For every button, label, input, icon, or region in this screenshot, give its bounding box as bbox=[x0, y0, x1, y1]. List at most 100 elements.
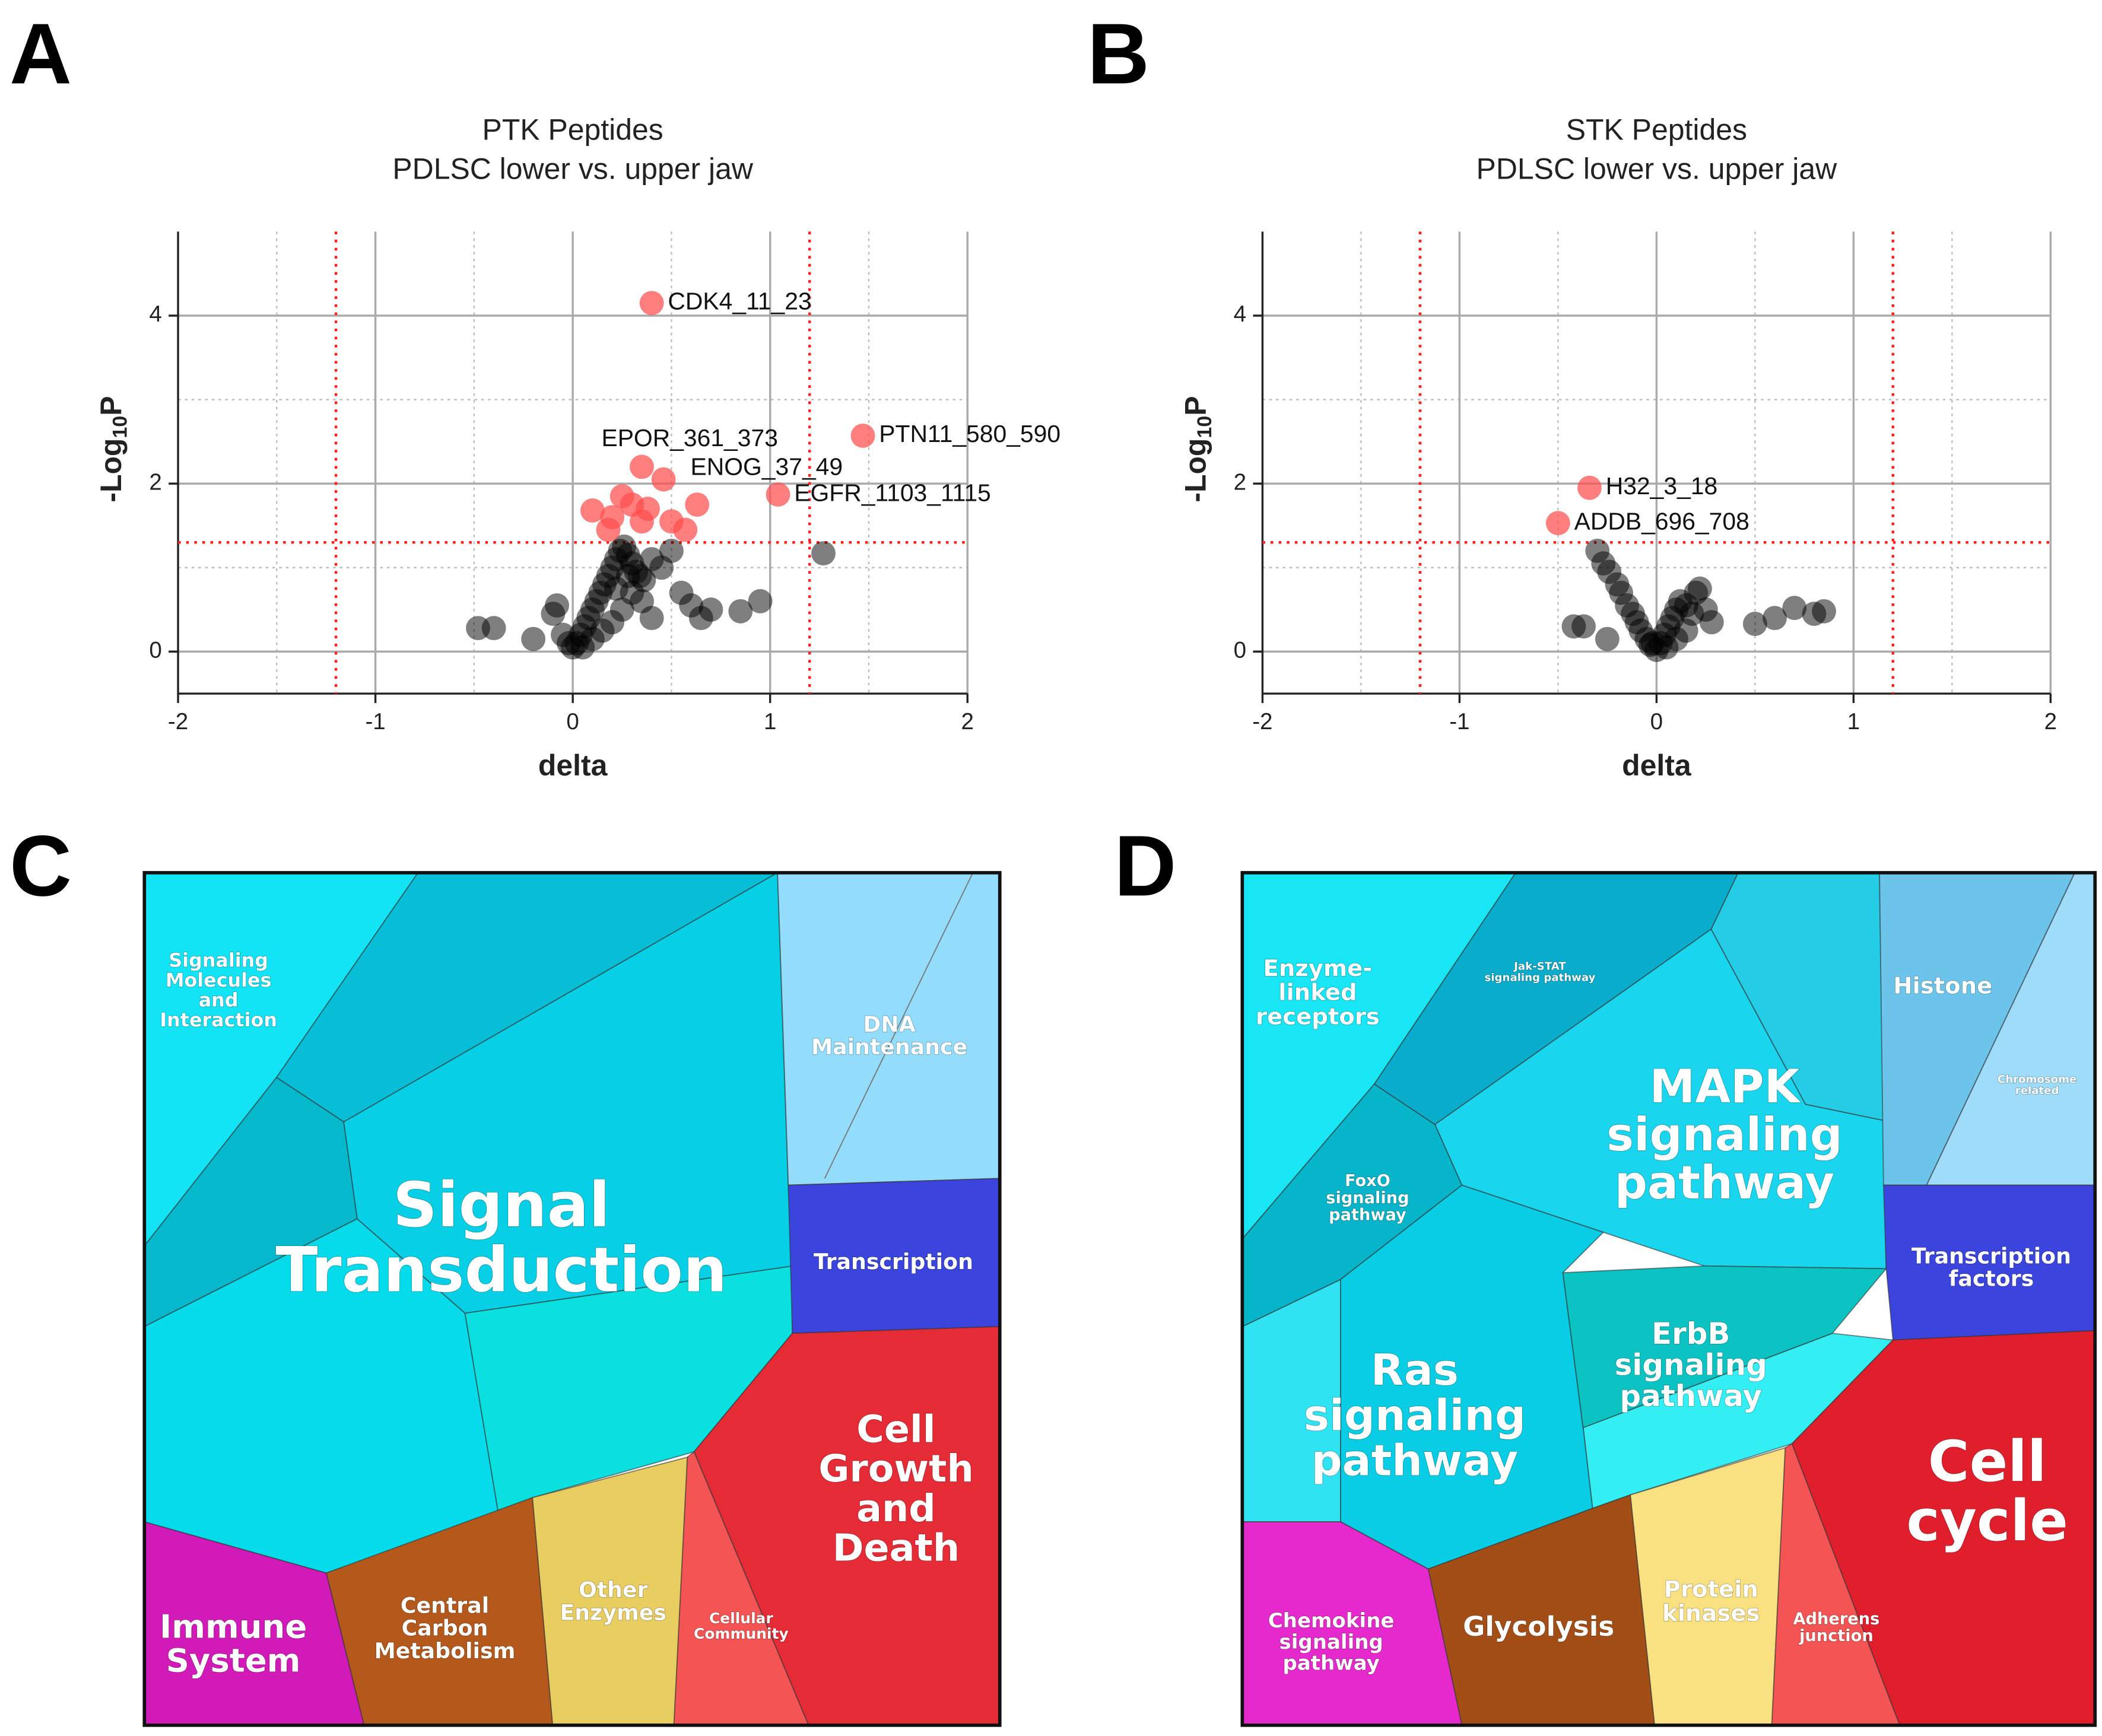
y-label-suffix: P bbox=[1179, 396, 1212, 415]
cell-label: System bbox=[166, 1642, 301, 1680]
cell-label: ErbB bbox=[1652, 1317, 1731, 1351]
point bbox=[685, 492, 710, 517]
cell-label: linked bbox=[1278, 980, 1357, 1006]
panel-letter: D bbox=[1114, 817, 1176, 914]
point bbox=[545, 593, 569, 618]
x-axis-label: delta bbox=[1622, 749, 1692, 782]
panel-letter: A bbox=[9, 5, 72, 102]
point-label: EPOR_361_373 bbox=[601, 424, 777, 452]
cell-label: pathway bbox=[1615, 1156, 1834, 1210]
x-tick-label: -1 bbox=[1449, 709, 1469, 735]
point bbox=[604, 576, 628, 601]
cell-label: FoxO bbox=[1345, 1172, 1390, 1190]
point bbox=[811, 541, 836, 566]
point bbox=[766, 482, 790, 507]
cell-edge bbox=[824, 872, 974, 1179]
point bbox=[1742, 612, 1767, 636]
panel-letter: B bbox=[1087, 5, 1150, 102]
point bbox=[596, 517, 621, 542]
point bbox=[557, 631, 581, 656]
y-axis-label: -Log10P bbox=[1179, 396, 1216, 502]
x-tick-label: 1 bbox=[764, 709, 776, 735]
cell-label: DNA bbox=[863, 1012, 916, 1037]
cell-label: Signal bbox=[393, 1169, 610, 1241]
cell-label: Chromosome bbox=[1998, 1073, 2076, 1086]
y-label-prefix: -Log bbox=[94, 438, 128, 503]
point bbox=[639, 606, 664, 631]
point bbox=[1571, 614, 1596, 639]
cell-label: kinases bbox=[1662, 1600, 1760, 1627]
cell-label: Protein bbox=[1664, 1576, 1758, 1603]
x-tick-label: 0 bbox=[566, 709, 579, 735]
cell-label: signaling bbox=[1279, 1630, 1383, 1654]
cell bbox=[1562, 1265, 1888, 1429]
point-label: CDK4_11_23 bbox=[668, 288, 811, 315]
cell-label: Carbon bbox=[402, 1616, 488, 1641]
point bbox=[1595, 627, 1620, 651]
point bbox=[630, 454, 654, 479]
y-tick-label: 2 bbox=[1234, 469, 1246, 495]
y-label-sub: 10 bbox=[109, 416, 132, 438]
cell-label: Jak-STAT bbox=[1513, 960, 1566, 972]
point bbox=[1812, 599, 1836, 624]
point bbox=[728, 599, 753, 624]
point bbox=[850, 424, 875, 448]
cell-label: Ras bbox=[1371, 1346, 1459, 1395]
cell-label: Signaling bbox=[169, 950, 268, 972]
point bbox=[481, 616, 506, 641]
cell-label: pathway bbox=[1312, 1436, 1519, 1486]
x-tick-label: 0 bbox=[1650, 709, 1663, 735]
point bbox=[639, 291, 664, 316]
x-axis-label: delta bbox=[538, 749, 608, 782]
x-tick-label: -2 bbox=[1252, 709, 1272, 735]
cell-label: signaling bbox=[1326, 1189, 1409, 1207]
point-label: EGFR_1103_1115 bbox=[794, 479, 991, 506]
cell-label: Central bbox=[401, 1593, 489, 1619]
point bbox=[673, 517, 698, 542]
y-axis-label: -Log10P bbox=[94, 396, 131, 502]
x-tick-label: 2 bbox=[2044, 709, 2057, 735]
treemap-border bbox=[142, 871, 1002, 1727]
cell-label: Other bbox=[579, 1577, 648, 1603]
chart-subtitle: PDLSC lower vs. upper jaw bbox=[1477, 152, 1838, 185]
point bbox=[651, 467, 676, 492]
panel-letter: C bbox=[9, 817, 72, 914]
point bbox=[630, 509, 654, 534]
cell-label: pathway bbox=[1620, 1379, 1762, 1413]
point bbox=[698, 597, 723, 622]
cell-label: Community bbox=[694, 1625, 789, 1642]
cell-label: junction bbox=[1799, 1627, 1874, 1645]
cell-label: Histone bbox=[1893, 972, 1992, 999]
point bbox=[659, 538, 684, 563]
cell-label: signaling pathway bbox=[1485, 971, 1596, 984]
cell-label: Chemokine bbox=[1268, 1609, 1395, 1633]
cell-label: pathway bbox=[1329, 1206, 1406, 1224]
cell-label: signaling bbox=[1606, 1108, 1843, 1162]
point bbox=[1640, 631, 1665, 656]
cell-label: and bbox=[856, 1486, 936, 1530]
point-label: ENOG_37_49 bbox=[691, 453, 843, 481]
cell-label: Metabolism bbox=[374, 1638, 516, 1664]
y-label-prefix: -Log bbox=[1179, 438, 1212, 503]
cell-label: signaling bbox=[1615, 1348, 1767, 1382]
cell-label: pathway bbox=[1282, 1652, 1379, 1675]
point bbox=[1674, 618, 1698, 643]
cell-label: Transduction bbox=[275, 1234, 727, 1306]
y-tick-label: 4 bbox=[1234, 301, 1246, 327]
point bbox=[1782, 596, 1807, 621]
cell-label: Growth bbox=[818, 1446, 973, 1490]
cell-label: factors bbox=[1949, 1266, 2034, 1291]
cell-label: Enzyme- bbox=[1263, 955, 1373, 982]
point bbox=[748, 589, 773, 613]
cell-label: MAPK bbox=[1650, 1060, 1802, 1114]
cell-label: Maintenance bbox=[811, 1034, 967, 1060]
cell-label: Enzymes bbox=[560, 1600, 666, 1625]
point-label: ADDB_696_708 bbox=[1574, 507, 1749, 535]
chart-title: STK Peptides bbox=[1566, 113, 1747, 147]
y-label-sub: 10 bbox=[1193, 416, 1216, 438]
x-tick-label: -2 bbox=[168, 709, 188, 735]
y-tick-label: 0 bbox=[149, 637, 161, 663]
cell-label: signaling bbox=[1304, 1391, 1526, 1441]
cell-label: Transcription bbox=[814, 1249, 973, 1274]
